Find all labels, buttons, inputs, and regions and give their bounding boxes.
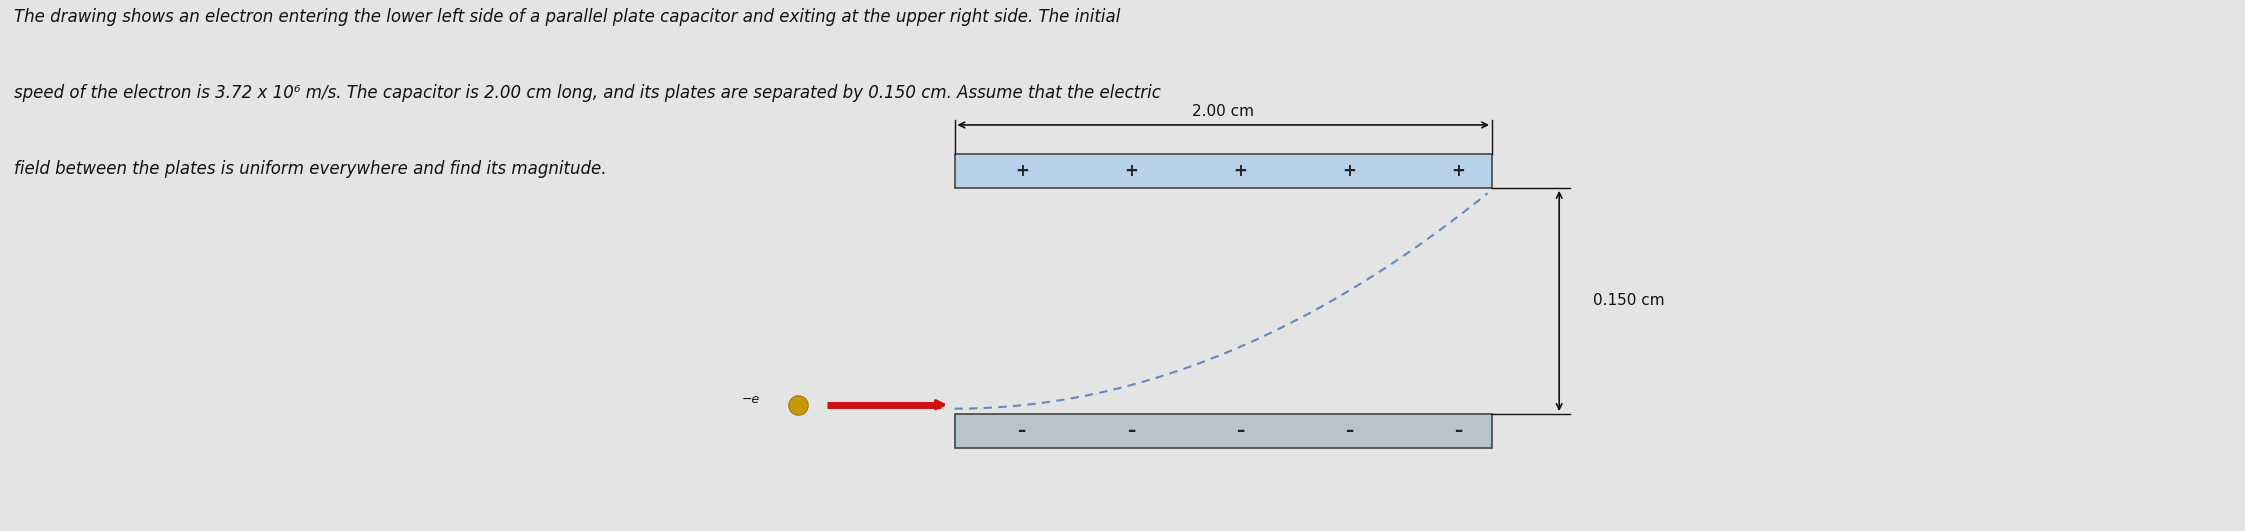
Text: –: – [1455, 422, 1461, 440]
Text: +: + [1233, 162, 1246, 180]
Text: +: + [1015, 162, 1028, 180]
Text: 0.150 cm: 0.150 cm [1592, 294, 1664, 309]
Text: +: + [1125, 162, 1138, 180]
Text: −e: −e [741, 393, 759, 406]
Text: –: – [1017, 422, 1026, 440]
Text: –: – [1345, 422, 1354, 440]
Text: +: + [1343, 162, 1356, 180]
Text: The drawing shows an electron entering the lower left side of a parallel plate c: The drawing shows an electron entering t… [13, 8, 1120, 26]
Bar [954, 154, 1493, 188]
Text: speed of the electron is 3.72 x 10⁶ m/s. The capacitor is 2.00 cm long, and its : speed of the electron is 3.72 x 10⁶ m/s.… [13, 84, 1161, 102]
Bar [954, 414, 1493, 448]
Text: +: + [1453, 162, 1466, 180]
Text: 2.00 cm: 2.00 cm [1192, 104, 1255, 118]
Text: –: – [1237, 422, 1244, 440]
Text: field between the plates is uniform everywhere and find its magnitude.: field between the plates is uniform ever… [13, 160, 606, 178]
Text: –: – [1127, 422, 1136, 440]
